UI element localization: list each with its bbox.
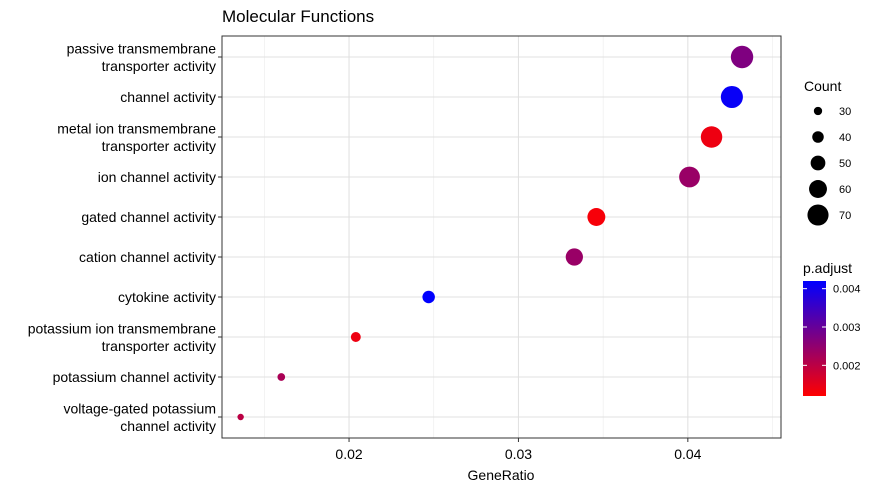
y-tick-label: potassium ion transmembrane transporter a… (28, 321, 217, 355)
data-point (720, 85, 743, 109)
data-point (350, 332, 361, 342)
color-legend-label: 0.002 (833, 360, 861, 372)
y-tick-label: passive transmembrane transporter activit… (67, 41, 217, 75)
data-point (730, 45, 754, 69)
y-tick-label-line: potassium channel activity (53, 369, 216, 385)
y-tick-label-line: channel activity (120, 89, 216, 105)
data-point (679, 166, 700, 188)
y-tick-label: channel activity (120, 89, 216, 105)
size-legend-dot (810, 155, 826, 171)
y-tick-label-line: ion channel activity (98, 169, 216, 185)
color-legend-label: 0.004 (833, 284, 861, 296)
size-legend-title: Count (804, 78, 841, 94)
data-point (422, 290, 435, 304)
x-tick-label: 0.03 (505, 446, 532, 462)
y-tick-label: ion channel activity (98, 169, 216, 185)
chart-title: Molecular Functions (222, 7, 374, 26)
y-tick-label: cation channel activity (79, 249, 216, 265)
y-tick-label: voltage-gated potassium channel activity (63, 401, 216, 435)
size-legend-label: 70 (839, 210, 851, 222)
color-bar (803, 281, 826, 396)
plot-border (221, 35, 782, 439)
plot-background (222, 36, 781, 438)
size-legend-dot (807, 204, 829, 226)
color-legend-title: p.adjust (803, 260, 852, 276)
size-legend-label: 50 (839, 158, 851, 170)
size-legend-label: 60 (839, 184, 851, 196)
x-tick-label: 0.02 (335, 446, 362, 462)
y-tick-label-line: gated channel activity (81, 209, 216, 225)
legend: Count 30 40 50 60 70 p.adjust 0.004 0.003 0.002 (803, 78, 861, 396)
y-tick-label-line: transporter activity (102, 58, 216, 74)
x-axis-title: GeneRatio (468, 467, 535, 483)
y-tick-label: gated channel activity (81, 209, 216, 225)
y-tick-label-line: channel activity (120, 418, 216, 434)
size-legend-label: 40 (839, 132, 851, 144)
y-tick-label-line: cytokine activity (118, 289, 216, 305)
y-tick-label-line: transporter activity (102, 138, 216, 154)
data-point (587, 208, 606, 226)
size-legend-dot (812, 131, 824, 143)
y-tick-label-line: passive transmembrane (67, 41, 217, 57)
x-tick-label: 0.04 (674, 446, 701, 462)
size-legend-dot (809, 180, 827, 198)
y-tick-label-line: cation channel activity (79, 249, 216, 265)
data-point (565, 248, 583, 266)
plot-area: passive transmembrane transporter activit… (28, 35, 782, 462)
y-tick-label: metal ion transmembrane transporter activ… (57, 121, 216, 155)
y-tick-label-line: transporter activity (102, 338, 216, 354)
y-tick-label-line: potassium ion transmembrane (28, 321, 217, 337)
y-tick-label: potassium channel activity (53, 369, 216, 385)
y-tick-label-line: voltage-gated potassium (63, 401, 216, 417)
data-point (700, 126, 723, 148)
y-tick-label: cytokine activity (118, 289, 216, 305)
size-legend-dot (813, 106, 823, 116)
size-legend-label: 30 (839, 106, 851, 118)
color-legend-label: 0.003 (833, 322, 861, 334)
data-point (237, 413, 244, 421)
data-point (277, 373, 286, 381)
y-tick-label-line: metal ion transmembrane (57, 121, 216, 137)
